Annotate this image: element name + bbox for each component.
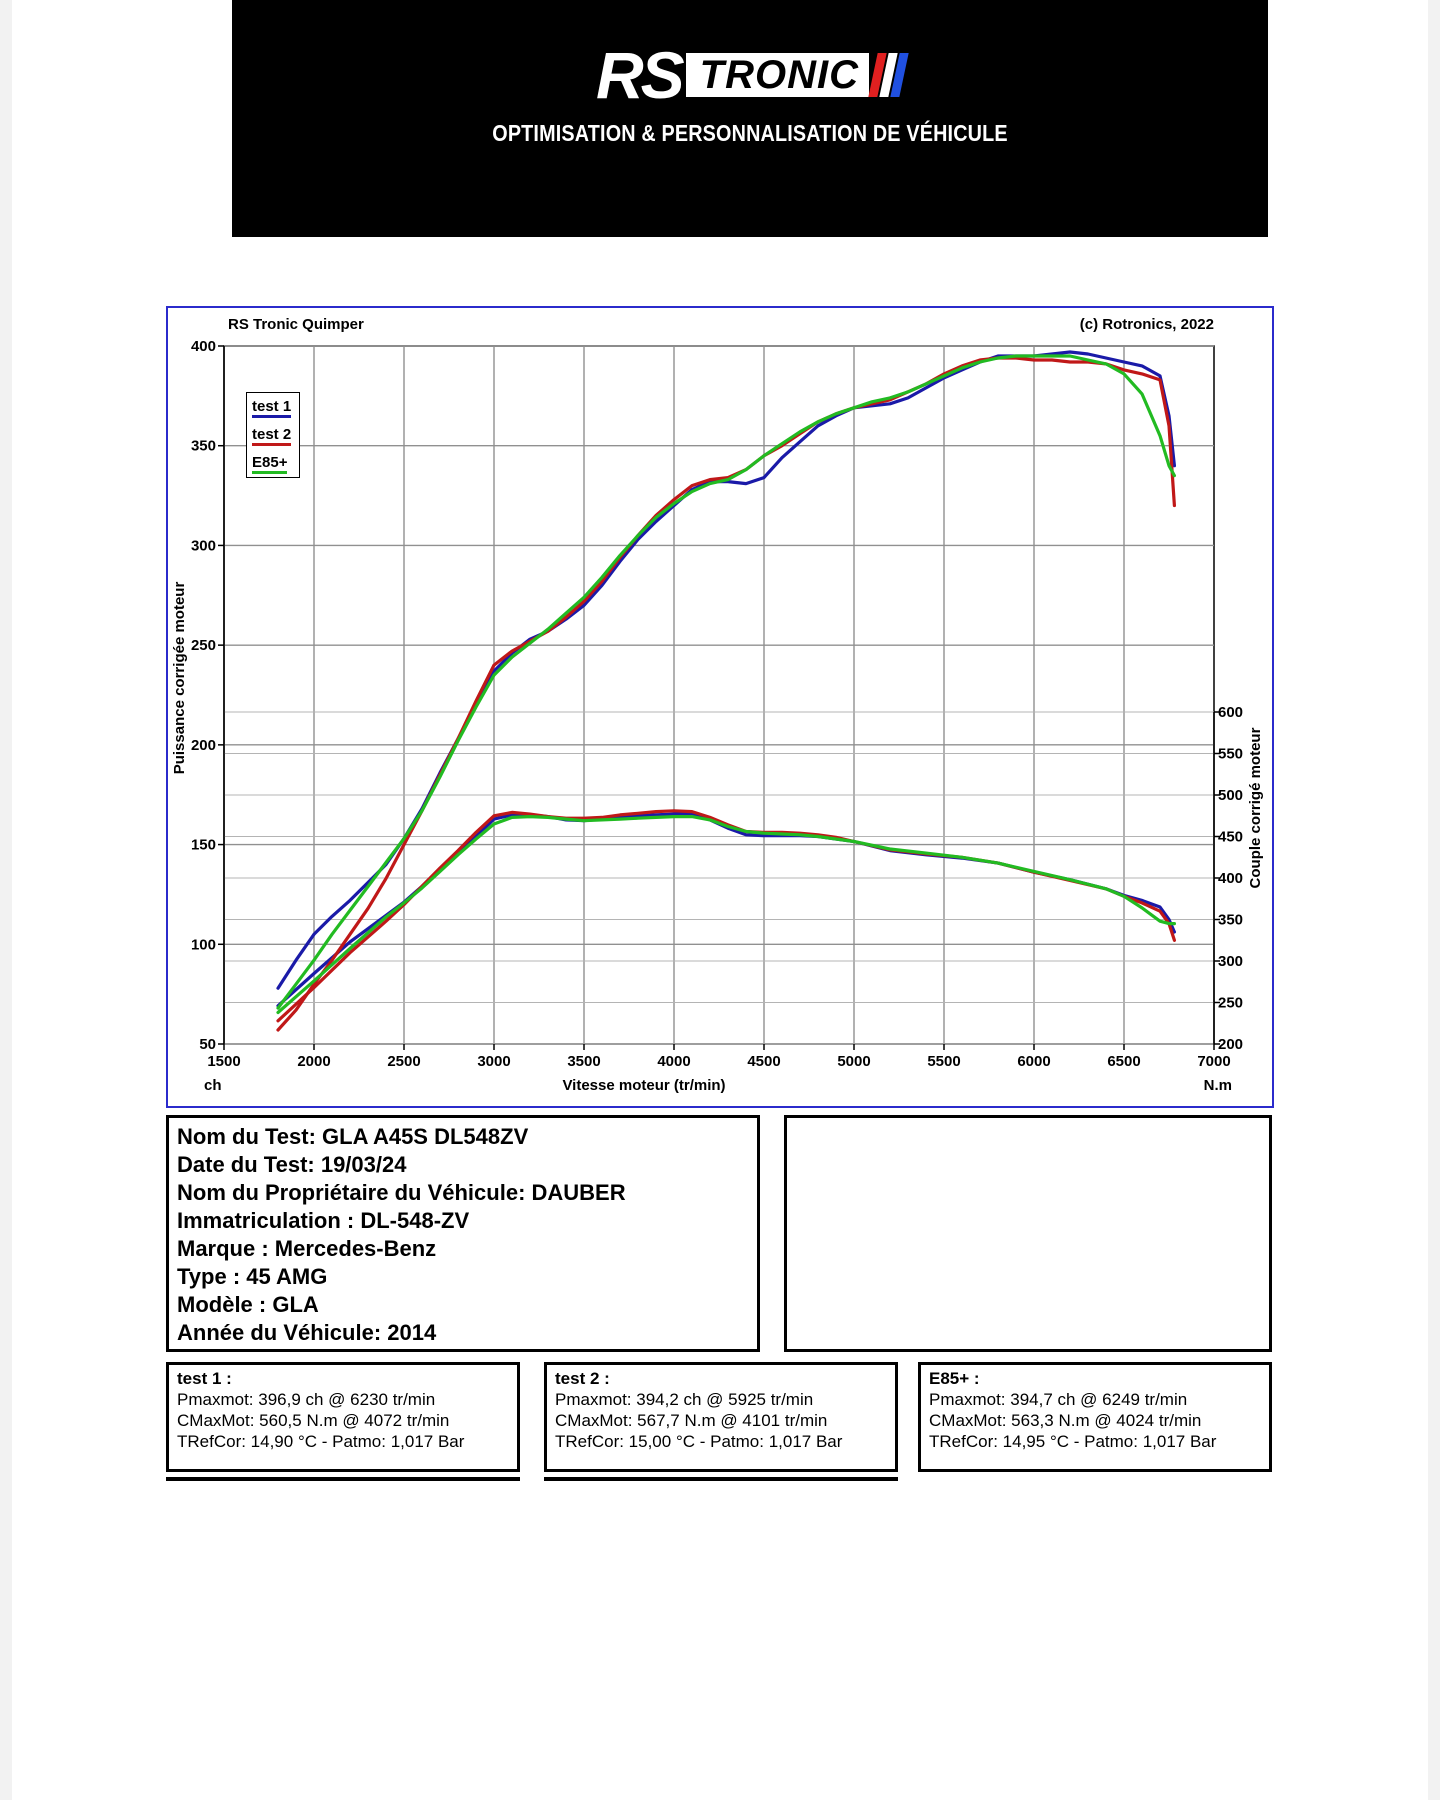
y-left-tick-label: 300 (191, 537, 216, 554)
x-tick-label: 5500 (927, 1053, 960, 1070)
power-line-test-2 (276, 356, 1177, 1032)
logo-tronic: TRONIC (685, 53, 869, 97)
y-left-tick-label: 150 (191, 837, 216, 854)
y-left-tick-label: 100 (191, 936, 216, 953)
x-tick-label: 2500 (387, 1053, 420, 1070)
y-right-tick-label: 500 (1218, 787, 1243, 804)
result-conditions: TRefCor: 15,00 °C - Patmo: 1,017 Bar (555, 1432, 843, 1451)
result-box-test2: test 2 : Pmaxmot: 394,2 ch @ 5925 tr/min… (544, 1362, 898, 1472)
info-test-name: Nom du Test: GLA A45S DL548ZV (177, 1124, 529, 1149)
y-right-tick-label: 550 (1218, 746, 1243, 763)
brand-banner: RS TRONIC OPTIMISATION & PERSONNALISATION… (232, 0, 1268, 237)
x-tick-label: 2000 (297, 1053, 330, 1070)
result-underline (166, 1477, 520, 1481)
x-tick-label: 1500 (207, 1053, 240, 1070)
y-left-tick-label: 50 (199, 1036, 216, 1053)
x-tick-label: 7000 (1197, 1053, 1230, 1070)
info-owner: Nom du Propriétaire du Véhicule: DAUBER (177, 1180, 626, 1205)
info-registration: Immatriculation : DL-548-ZV (177, 1208, 470, 1233)
result-box-e85: E85+ : Pmaxmot: 394,7 ch @ 6249 tr/min C… (918, 1362, 1272, 1472)
plot-frame (223, 345, 1215, 1045)
torque-line-e85 (276, 815, 1177, 1015)
y-left-tick-label: 400 (191, 338, 216, 355)
y-right-tick-label: 300 (1218, 953, 1243, 970)
right-unit-label: N.m (1204, 1077, 1232, 1094)
result-title: test 2 : (555, 1369, 610, 1388)
y-right-tick-label: 450 (1218, 829, 1243, 846)
result-torque: CMaxMot: 563,3 N.m @ 4024 tr/min (929, 1411, 1202, 1430)
x-tick-label: 4000 (657, 1053, 690, 1070)
legend-swatch (252, 471, 288, 474)
left-unit-label: ch (204, 1077, 222, 1094)
legend-label: test 2 (252, 426, 292, 443)
result-torque: CMaxMot: 560,5 N.m @ 4072 tr/min (177, 1411, 450, 1430)
legend-item-test2: test 2 (252, 426, 292, 446)
x-tick-label: 3500 (567, 1053, 600, 1070)
chart-series (276, 350, 1177, 1032)
y-left-axis-title: Puissance corrigée moteur (171, 582, 188, 775)
y-right-tick-label: 350 (1218, 912, 1243, 929)
logo-stripes-icon (868, 53, 909, 97)
chart-header-right: (c) Rotronics, 2022 (1080, 316, 1214, 333)
logo-wordmark: RS TRONIC (595, 38, 909, 112)
result-power: Pmaxmot: 396,9 ch @ 6230 tr/min (177, 1390, 436, 1409)
chart-grid (223, 345, 1215, 1045)
y-right-tick-label: 400 (1218, 870, 1243, 887)
x-tick-label: 4500 (747, 1053, 780, 1070)
result-conditions: TRefCor: 14,90 °C - Patmo: 1,017 Bar (177, 1432, 465, 1451)
brand-logo: RS TRONIC OPTIMISATION & PERSONNALISATION… (232, 38, 1268, 147)
y-left-tick-label: 250 (191, 637, 216, 654)
result-underline (544, 1477, 898, 1481)
x-axis-title: Vitesse moteur (tr/min) (562, 1077, 725, 1094)
chart-legend: test 1 test 2 E85+ (246, 392, 300, 478)
legend-label: test 1 (252, 398, 292, 415)
x-tick-label: 6500 (1107, 1053, 1140, 1070)
x-tick-label: 5000 (837, 1053, 870, 1070)
logo-rs: RS (595, 38, 685, 112)
y-right-axis-title: Couple corrigé moteur (1247, 727, 1264, 888)
notes-box (784, 1115, 1272, 1352)
info-test-date: Date du Test: 19/03/24 (177, 1152, 407, 1177)
y-left-tick-label: 200 (191, 737, 216, 754)
result-title: E85+ : (929, 1369, 980, 1388)
result-conditions: TRefCor: 14,95 °C - Patmo: 1,017 Bar (929, 1432, 1217, 1451)
x-tick-label: 6000 (1017, 1053, 1050, 1070)
info-brand: Marque : Mercedes-Benz (177, 1236, 437, 1261)
y-right-tick-label: 250 (1218, 995, 1243, 1012)
legend-swatch (252, 415, 292, 418)
chart-header-left: RS Tronic Quimper (228, 316, 364, 333)
info-type: Type : 45 AMG (177, 1264, 328, 1289)
chart-svg: 1500 2000 2500 3000 3500 4000 4500 5000 5500 6000… (171, 316, 1264, 1094)
result-power: Pmaxmot: 394,7 ch @ 6249 tr/min (929, 1390, 1188, 1409)
torque-line-test-2 (276, 809, 1177, 1023)
power-line-e85 (276, 354, 1177, 1010)
y-left-tick-label: 350 (191, 438, 216, 455)
info-year: Année du Véhicule: 2014 (177, 1320, 437, 1345)
torque-line-test-1 (276, 812, 1177, 1008)
legend-label: E85+ (252, 454, 288, 471)
legend-item-e85: E85+ (252, 454, 288, 474)
logo-tagline: OPTIMISATION & PERSONNALISATION DE VÉHIC… (492, 120, 1008, 146)
vehicle-info-box: Nom du Test: GLA A45S DL548ZV Date du Te… (166, 1115, 760, 1352)
dyno-chart: 1500 2000 2500 3000 3500 4000 4500 5000 5500 6000… (166, 306, 1274, 1108)
y-right-tick-label: 200 (1218, 1036, 1243, 1053)
info-model: Modèle : GLA (177, 1292, 319, 1317)
result-torque: CMaxMot: 567,7 N.m @ 4101 tr/min (555, 1411, 828, 1430)
result-title: test 1 : (177, 1369, 232, 1388)
chart-axes: 1500 2000 2500 3000 3500 4000 4500 5000 5500 6000… (191, 338, 1243, 1070)
result-power: Pmaxmot: 394,2 ch @ 5925 tr/min (555, 1390, 814, 1409)
legend-swatch (252, 443, 292, 446)
legend-item-test1: test 1 (252, 398, 292, 418)
x-tick-label: 3000 (477, 1053, 510, 1070)
result-box-test1: test 1 : Pmaxmot: 396,9 ch @ 6230 tr/min… (166, 1362, 520, 1472)
y-right-tick-label: 600 (1218, 704, 1243, 721)
